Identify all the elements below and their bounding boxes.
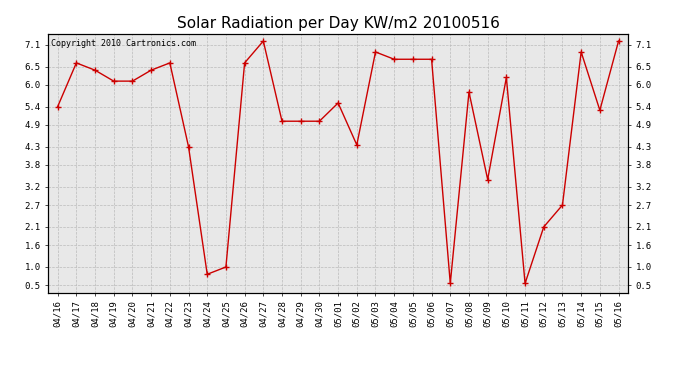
Text: Copyright 2010 Cartronics.com: Copyright 2010 Cartronics.com: [51, 39, 196, 48]
Title: Solar Radiation per Day KW/m2 20100516: Solar Radiation per Day KW/m2 20100516: [177, 16, 500, 31]
